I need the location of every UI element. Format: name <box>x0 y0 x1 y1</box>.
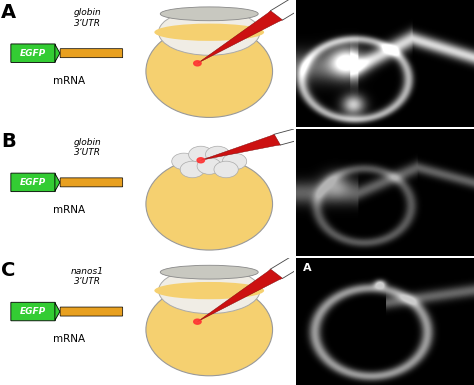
Text: C: C <box>1 261 16 280</box>
Text: mRNA: mRNA <box>53 205 85 215</box>
FancyBboxPatch shape <box>11 302 55 321</box>
Ellipse shape <box>146 25 273 117</box>
Text: EGFP: EGFP <box>19 49 46 58</box>
Circle shape <box>194 61 201 66</box>
Circle shape <box>197 158 221 174</box>
Text: A: A <box>303 263 312 273</box>
Ellipse shape <box>155 282 264 299</box>
Text: A: A <box>1 3 17 22</box>
Circle shape <box>189 146 213 163</box>
Ellipse shape <box>159 268 260 314</box>
Polygon shape <box>55 44 60 62</box>
Text: B: B <box>1 132 16 151</box>
Circle shape <box>194 319 201 324</box>
Text: nanos1
3’UTR: nanos1 3’UTR <box>71 267 104 286</box>
Polygon shape <box>201 134 281 160</box>
Circle shape <box>180 161 204 178</box>
FancyBboxPatch shape <box>11 173 55 192</box>
FancyBboxPatch shape <box>60 49 123 58</box>
FancyBboxPatch shape <box>60 178 123 187</box>
Polygon shape <box>55 303 60 320</box>
Circle shape <box>222 153 247 170</box>
Circle shape <box>197 158 204 163</box>
Ellipse shape <box>146 158 273 250</box>
Text: globin
3’UTR: globin 3’UTR <box>73 8 101 28</box>
Text: globin
3’UTR: globin 3’UTR <box>73 138 101 157</box>
Ellipse shape <box>146 284 273 376</box>
Text: mRNA: mRNA <box>53 76 85 86</box>
FancyBboxPatch shape <box>60 307 123 316</box>
Ellipse shape <box>159 9 260 55</box>
Ellipse shape <box>160 7 258 21</box>
Ellipse shape <box>155 23 264 41</box>
FancyBboxPatch shape <box>11 44 55 62</box>
Circle shape <box>214 161 238 178</box>
Text: EGFP: EGFP <box>19 307 46 316</box>
Circle shape <box>172 153 196 170</box>
Text: mRNA: mRNA <box>53 334 85 344</box>
Polygon shape <box>197 11 283 63</box>
Polygon shape <box>197 269 283 322</box>
Ellipse shape <box>160 265 258 279</box>
Circle shape <box>206 146 230 163</box>
Text: EGFP: EGFP <box>19 178 46 187</box>
Polygon shape <box>55 174 60 191</box>
